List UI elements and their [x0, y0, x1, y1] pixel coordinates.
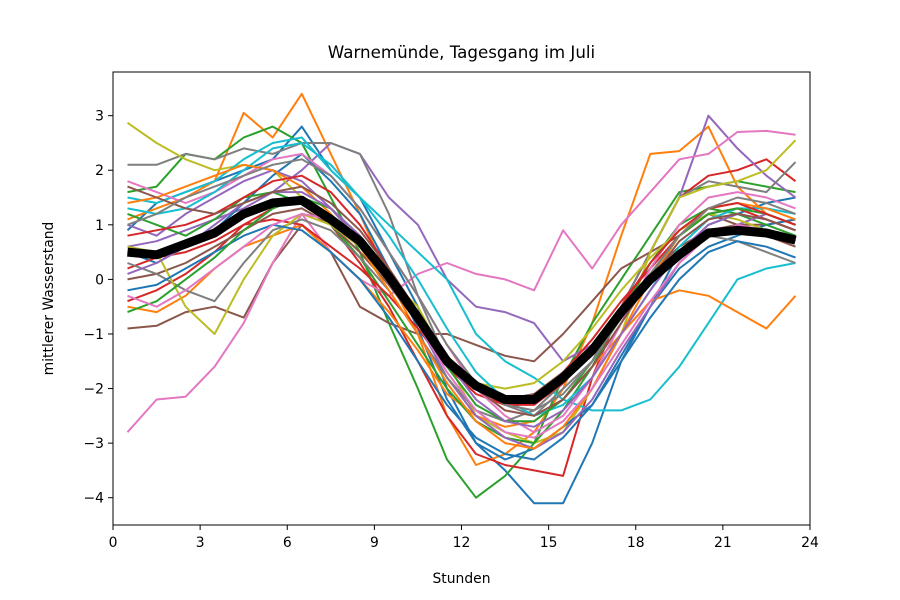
x-tick-label: 6: [283, 535, 292, 551]
y-tick-label: −3: [84, 436, 104, 452]
y-tick-label: −4: [84, 491, 105, 507]
y-tick-label: 0: [95, 272, 104, 288]
series-line-21: [127, 223, 796, 461]
series-line-7: [126, 129, 796, 433]
x-tick-label: 18: [627, 535, 645, 551]
x-tick-label: 3: [196, 535, 205, 551]
y-axis: −4 −3 −2 −1 0 1 2 3: [84, 109, 113, 507]
series-line-5: [127, 114, 797, 363]
mean-layer: [127, 195, 797, 404]
x-axis: 0 3 6 9 12 15 18 21 24: [109, 525, 819, 551]
y-tick-label: −2: [84, 382, 104, 398]
y-tick-label: −1: [84, 327, 104, 343]
x-tick-label: 15: [540, 535, 558, 551]
mean-line: [127, 195, 797, 404]
series-line-20: [127, 142, 796, 417]
x-tick-label: 0: [109, 535, 118, 551]
chart-title: Warnemünde, Tagesgang im Juli: [328, 42, 595, 62]
series-line-3: [127, 125, 796, 499]
y-axis-title: mittlerer Wasserstand: [41, 222, 57, 376]
x-tick-label: 9: [370, 535, 379, 551]
y-tick-label: 3: [95, 109, 104, 125]
y-tick-label: 2: [95, 163, 104, 179]
x-tick-label: 24: [801, 535, 819, 551]
y-tick-label: 1: [95, 218, 104, 234]
x-tick-label: 12: [453, 535, 471, 551]
series-line-28: [127, 158, 796, 412]
series-line-27: [127, 212, 796, 439]
x-axis-title: Stunden: [432, 571, 490, 587]
series-line-2: [127, 92, 796, 466]
x-tick-label: 21: [714, 535, 732, 551]
series-line-10: [127, 136, 796, 412]
